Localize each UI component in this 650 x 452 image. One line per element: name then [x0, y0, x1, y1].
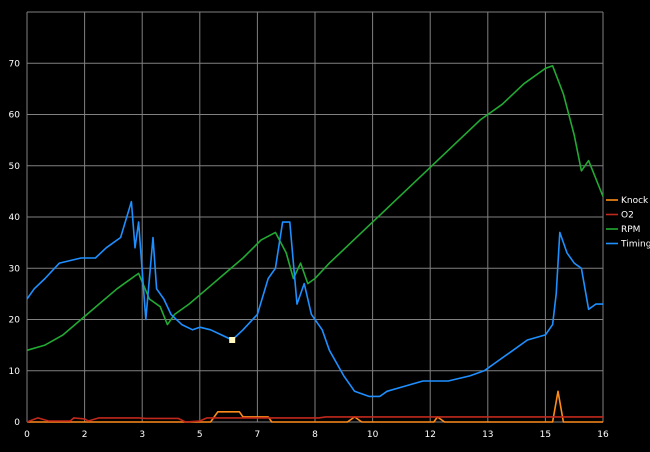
y-tick-label: 0 [14, 418, 20, 428]
x-tick-label: 7 [255, 430, 261, 440]
series-line-rpm [26, 65, 604, 352]
x-tick-label: 10 [367, 430, 379, 440]
x-tick-label: 0 [24, 430, 30, 440]
x-tick-label: 16 [597, 430, 609, 440]
series-lines [26, 65, 604, 423]
y-tick-label: 40 [9, 213, 21, 223]
x-tick-label: 13 [482, 430, 493, 440]
axis-tick-labels: 0 2 3 5 7 8 10 12 13 15 16 0 10 20 30 40 50 60 70 [9, 59, 609, 440]
y-tick-label: 70 [9, 59, 21, 69]
x-tick-label: 8 [312, 430, 318, 440]
legend-label: O2 [621, 211, 634, 221]
y-tick-label: 10 [9, 367, 21, 377]
x-tick-label: 12 [424, 430, 435, 440]
x-tick-label: 2 [82, 430, 88, 440]
y-tick-label: 60 [9, 111, 21, 121]
grid-lines [26, 11, 604, 423]
cursor-marker [229, 337, 236, 343]
y-tick-label: 20 [9, 316, 21, 326]
y-tick-label: 30 [9, 264, 21, 274]
series-line-timing [26, 200, 603, 398]
legend-label: Timing [620, 240, 650, 250]
y-tick-label: 50 [9, 162, 21, 172]
legend-label: RPM [621, 225, 640, 235]
series-line-o2 [26, 416, 603, 423]
x-tick-label: 15 [540, 430, 551, 440]
legend-label: Knock [621, 196, 649, 206]
legend: Knock O2 RPM Timing [606, 196, 650, 250]
x-tick-label: 3 [139, 430, 145, 440]
x-tick-label: 5 [197, 430, 203, 440]
